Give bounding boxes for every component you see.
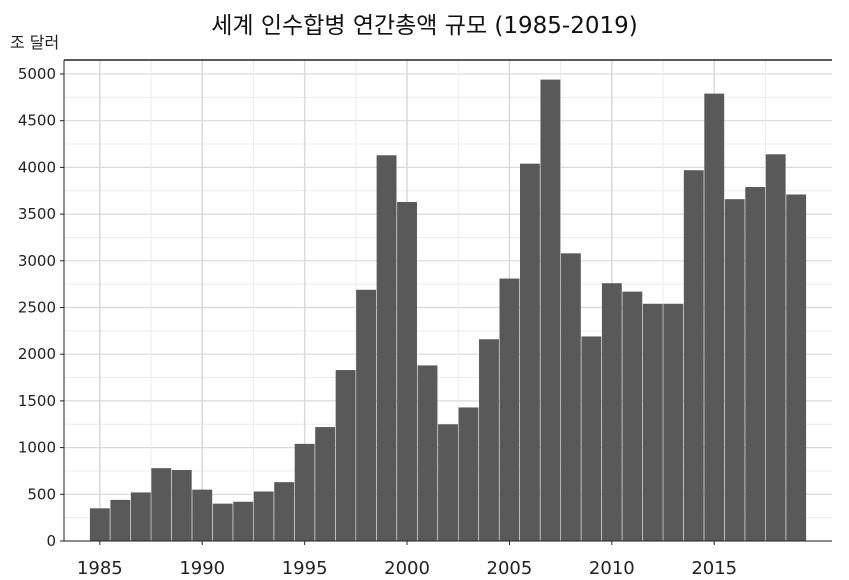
bar-1989 bbox=[171, 470, 192, 541]
x-tick-label-2005: 2005 bbox=[487, 558, 533, 579]
bars bbox=[89, 79, 807, 542]
x-tick-label-2015: 2015 bbox=[691, 558, 737, 579]
bar-1993 bbox=[253, 491, 274, 541]
bar-2012 bbox=[642, 303, 663, 541]
y-tick-label-4500: 4500 bbox=[18, 112, 56, 130]
bar-2002 bbox=[438, 424, 458, 541]
y-tick-labels: 0 500 1000 1500 2000 2500 3000 3500 4000 4500 5000 bbox=[18, 65, 64, 550]
bar-2016 bbox=[724, 199, 745, 542]
y-tick-label-5000: 5000 bbox=[18, 65, 56, 83]
bar-1992 bbox=[233, 501, 254, 541]
y-tick-label-4000: 4000 bbox=[18, 158, 56, 176]
bar-1988 bbox=[151, 468, 172, 541]
bar-2011 bbox=[622, 291, 643, 541]
bar-1995 bbox=[294, 443, 315, 541]
bar-1985 bbox=[89, 508, 110, 541]
y-tick-label-0: 0 bbox=[46, 532, 56, 550]
bar-1996 bbox=[315, 427, 336, 541]
bar-1994 bbox=[274, 482, 295, 541]
chart-title: 세계 인수합병 연간총액 규모 (1985-2019) bbox=[211, 13, 638, 39]
bar-2017 bbox=[745, 187, 766, 541]
bar-1998 bbox=[356, 289, 377, 541]
bar-1999 bbox=[376, 155, 397, 541]
bar-2018 bbox=[765, 154, 786, 541]
y-axis-unit-label: 조 달러 bbox=[10, 33, 60, 52]
x-tick-label-2010: 2010 bbox=[589, 558, 635, 579]
y-tick-label-1500: 1500 bbox=[18, 392, 56, 410]
bar-2006 bbox=[519, 163, 540, 541]
y-tick-label-3000: 3000 bbox=[18, 252, 56, 270]
bar-2005 bbox=[499, 278, 520, 541]
bar-1986 bbox=[110, 499, 131, 541]
bar-2003 bbox=[458, 407, 479, 541]
bar-1997 bbox=[335, 370, 356, 541]
bar-2007 bbox=[540, 79, 561, 542]
bar-2019 bbox=[786, 194, 807, 541]
bar-2008 bbox=[560, 253, 581, 541]
bar-2000 bbox=[397, 201, 417, 542]
bar-2009 bbox=[581, 336, 602, 541]
bar-2001 bbox=[417, 365, 438, 541]
axes bbox=[63, 59, 832, 542]
y-tick-label-2500: 2500 bbox=[18, 299, 56, 317]
bar-2010 bbox=[601, 283, 622, 541]
x-tick-label-1990: 1990 bbox=[179, 558, 225, 579]
x-tick-label-1995: 1995 bbox=[282, 558, 328, 579]
bar-1991 bbox=[212, 503, 233, 541]
y-tick-label-1000: 1000 bbox=[18, 439, 56, 457]
x-tick-label-2000: 2000 bbox=[384, 558, 430, 579]
y-tick-label-2000: 2000 bbox=[18, 345, 56, 363]
y-tick-label-500: 500 bbox=[27, 485, 56, 503]
bar-2013 bbox=[663, 303, 684, 541]
bar-2004 bbox=[479, 339, 499, 541]
bar-1990 bbox=[192, 489, 213, 541]
bar-2014 bbox=[683, 170, 704, 541]
bar-1987 bbox=[130, 492, 151, 541]
bar-2015 bbox=[704, 93, 725, 542]
y-tick-label-3500: 3500 bbox=[18, 205, 56, 223]
x-tick-labels: 1985 1990 1995 2000 2005 2010 2015 bbox=[77, 541, 737, 579]
x-tick-label-1985: 1985 bbox=[77, 558, 123, 579]
